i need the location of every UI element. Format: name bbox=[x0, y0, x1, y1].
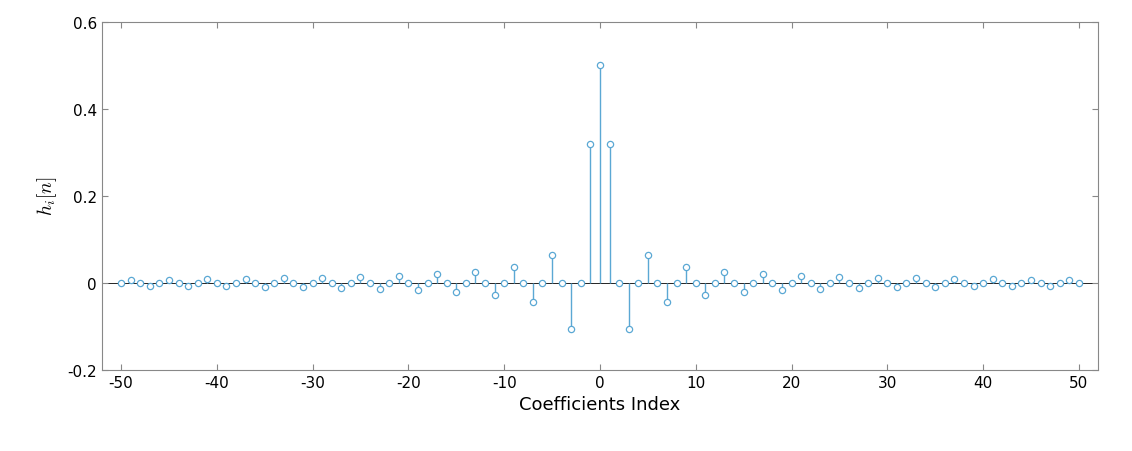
X-axis label: Coefficients Index: Coefficients Index bbox=[520, 395, 680, 413]
Y-axis label: $h_i[n]$: $h_i[n]$ bbox=[35, 177, 59, 216]
